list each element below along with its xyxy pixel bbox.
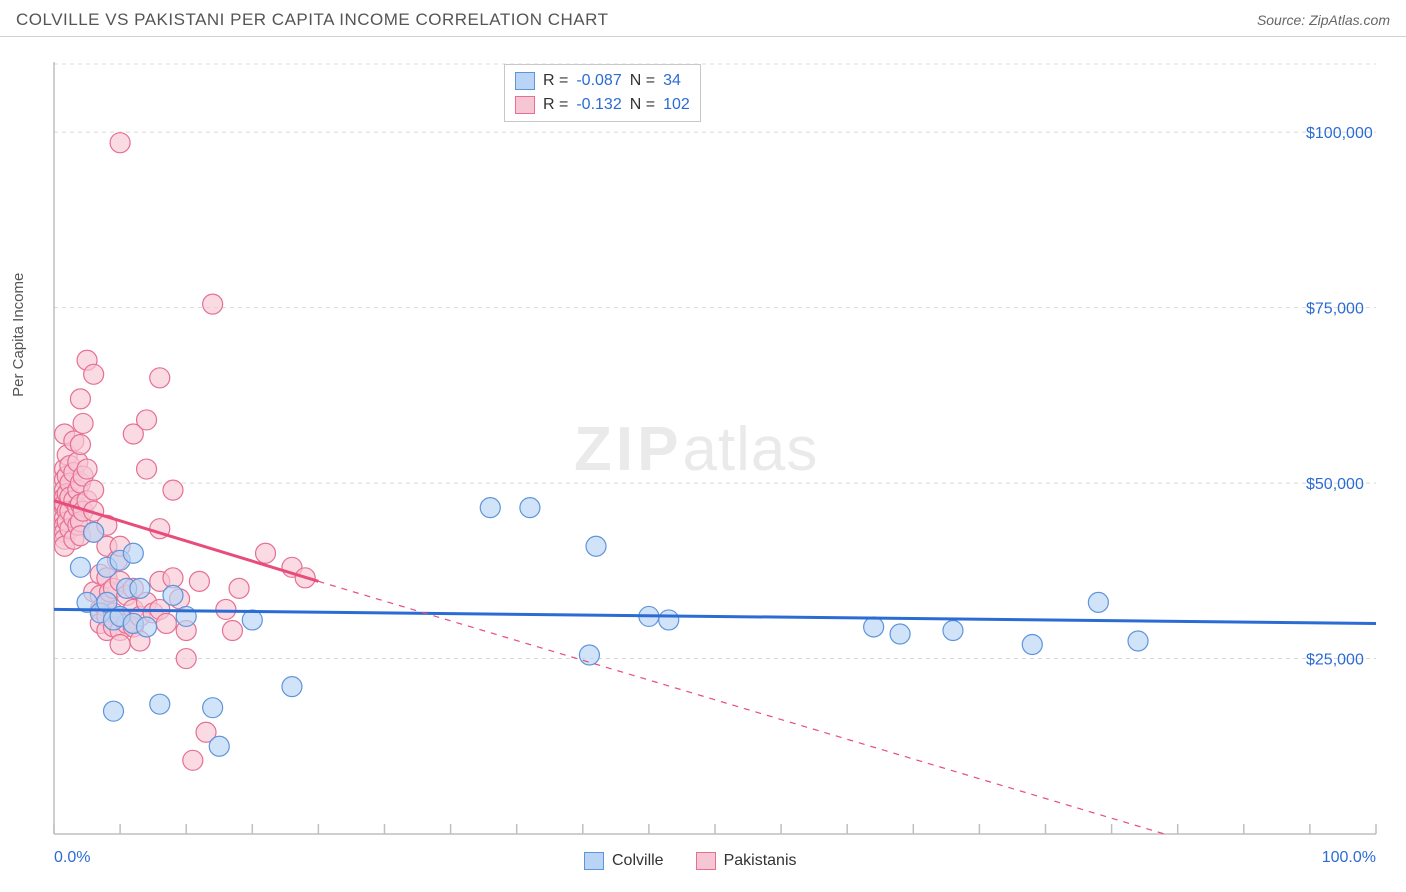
stats-row: R = -0.087 N = 34 [515,69,690,93]
chart-header: COLVILLE VS PAKISTANI PER CAPITA INCOME … [0,0,1406,37]
svg-text:100.0%: 100.0% [1322,849,1376,866]
legend-item: Colville [584,852,664,870]
scatter-plot: 0.0% 100.0% $25,000 $50,000 $75,000 $100,000 [14,44,1392,874]
legend-swatch [584,852,604,870]
legend-swatch [515,96,535,114]
svg-text:$25,000: $25,000 [1306,652,1364,669]
svg-text:$50,000: $50,000 [1306,476,1364,493]
legend-swatch [515,72,535,90]
chart-area: Per Capita Income 0.0%100.0%$25,000$50,0… [14,44,1392,874]
svg-text:$100,000: $100,000 [1306,125,1373,142]
stats-legend: R = -0.087 N = 34R = -0.132 N = 102 [504,64,701,122]
legend-label: Pakistanis [724,852,797,870]
legend-swatch [696,852,716,870]
svg-text:0.0%: 0.0% [54,849,90,866]
legend-label: Colville [612,852,664,870]
series-legend: Colville Pakistanis [584,852,797,870]
stats-row: R = -0.132 N = 102 [515,93,690,117]
chart-source: Source: ZipAtlas.com [1257,12,1390,28]
svg-text:$75,000: $75,000 [1306,301,1364,318]
y-axis-label: Per Capita Income [10,273,27,397]
chart-title: COLVILLE VS PAKISTANI PER CAPITA INCOME … [16,10,608,30]
legend-item: Pakistanis [696,852,797,870]
